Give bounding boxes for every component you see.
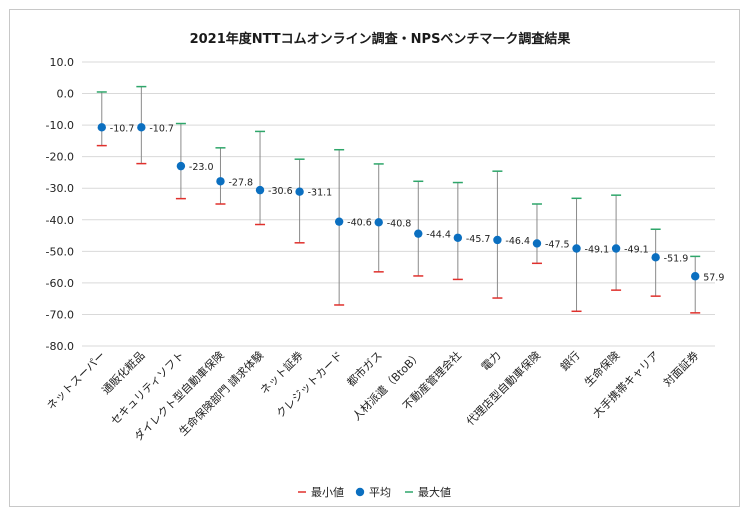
chart-title: 2021年度NTTコムオンライン調査・NPSベンチマーク調査結果 (190, 31, 571, 47)
x-category-label: 対面証券 (660, 348, 701, 389)
avg-point (532, 239, 542, 248)
x-category-label: 都市ガス (344, 348, 385, 389)
x-category-label: 生命保険 (581, 348, 622, 389)
avg-point (493, 235, 502, 245)
legend: 最小値 平均 最大値 (298, 485, 451, 499)
data-label: 57.9 (703, 272, 724, 283)
plot-area: -10.7 -10.7 -23.0 -27.8 -30.6 -31.1 -40.6 -40.8… (96, 85, 724, 314)
x-category-label: 大手携帯キャリア (590, 348, 662, 420)
chart-frame: 2021年度NTTコムオンライン調査・NPSベンチマーク調査結果 10.0 0.0… (9, 9, 740, 507)
data-label: -30.6 (268, 186, 293, 197)
y-tick-label: 10.0 (50, 56, 75, 69)
y-axis: 10.0 0.0 -10.0 -20.0 -30.0 -40.0 -50.0 -60.0 -70… (46, 56, 74, 353)
y-tick-label: -50.0 (46, 245, 74, 258)
avg-point (651, 253, 660, 262)
gridlines (82, 61, 715, 347)
y-tick-label: -40.0 (46, 214, 74, 227)
x-category-label: ネットスーパー (44, 349, 108, 413)
x-category-label: 電力 (479, 349, 504, 374)
avg-point (453, 233, 463, 242)
avg-point (255, 185, 265, 195)
x-category-label: 銀行 (557, 348, 582, 373)
avg-point (334, 217, 344, 226)
legend-label: 平均 (369, 486, 391, 499)
legend-label: 最大値 (418, 485, 451, 499)
y-tick-label: -70.0 (46, 308, 74, 321)
data-label: -27.8 (228, 177, 253, 188)
avg-point (572, 244, 581, 253)
avg-point (97, 123, 106, 132)
avg-point (414, 229, 423, 238)
data-label: -46.4 (505, 236, 530, 247)
chart: 2021年度NTTコムオンライン調査・NPSベンチマーク調査結果 10.0 0.0… (44, 31, 724, 499)
data-label: -44.4 (426, 230, 451, 241)
y-tick-label: -10.0 (46, 119, 74, 132)
x-category-label: 代理店型自動車保険 (463, 348, 543, 428)
data-label: -45.7 (466, 234, 491, 245)
x-category-label: 人材派遣（BtoB） (349, 348, 424, 423)
y-tick-label: -80.0 (46, 340, 74, 353)
data-label: -47.5 (545, 239, 570, 250)
avg-point (137, 123, 146, 132)
y-tick-label: 0.0 (57, 88, 75, 101)
y-tick-label: -30.0 (46, 182, 74, 195)
data-label: -40.6 (347, 218, 372, 229)
data-label: -10.7 (149, 123, 174, 134)
avg-point (691, 272, 700, 281)
avg-point (374, 218, 383, 227)
data-label: -10.7 (110, 123, 135, 134)
avg-point (216, 177, 225, 186)
data-label: -23.0 (189, 162, 214, 173)
data-label: -31.1 (308, 188, 333, 199)
data-label: -49.1 (624, 244, 649, 255)
avg-point (611, 244, 621, 253)
y-tick-label: -60.0 (46, 277, 74, 290)
data-label: -40.8 (387, 218, 412, 229)
avg-point (295, 187, 304, 196)
x-category-label: セキュリティソフト (108, 349, 187, 428)
avg-point (176, 161, 186, 171)
data-label: -49.1 (585, 244, 610, 255)
legend-label: 最小値 (311, 486, 344, 499)
legend-marker (355, 487, 365, 497)
data-label: -51.9 (664, 253, 689, 264)
y-tick-label: -20.0 (46, 151, 74, 164)
